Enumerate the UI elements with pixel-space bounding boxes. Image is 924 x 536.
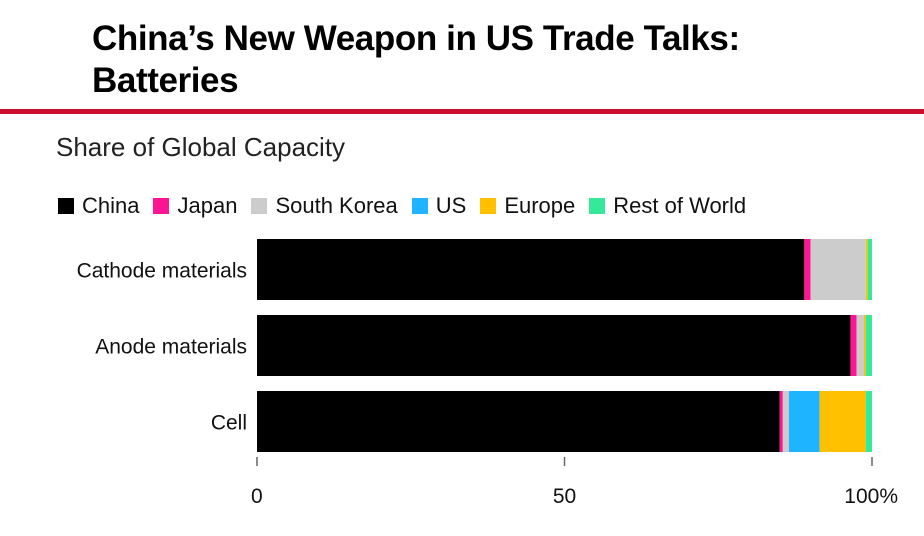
legend-label-japan: Japan	[177, 193, 238, 218]
title-divider	[0, 109, 924, 114]
category-label-cathode-materials: Cathode materials	[77, 260, 247, 283]
bar-anode-materials-rest-of-world	[865, 315, 872, 376]
x-tick-label-50: 50	[553, 485, 576, 508]
bar-cathode-materials-europe	[865, 239, 868, 300]
bar-cell-china	[257, 391, 780, 452]
legend-label-europe: Europe	[504, 193, 576, 218]
legend-swatch-china	[58, 198, 74, 214]
legend-item-us: US	[411, 192, 467, 220]
category-label-anode-materials: Anode materials	[95, 336, 247, 359]
bar-cell-japan	[779, 391, 783, 452]
bar-anode-materials-china	[257, 315, 851, 376]
legend-label-us: US	[435, 193, 467, 218]
legend-swatch-japan	[153, 198, 170, 214]
bar-anode-materials-japan	[850, 315, 857, 376]
x-tick-label-100: 100%	[844, 485, 898, 508]
bar-cathode-materials-rest-of-world	[867, 239, 872, 300]
legend-swatch-us	[411, 198, 428, 214]
legend-item-south-korea: South Korea	[251, 192, 398, 220]
legend-swatch-south-korea	[251, 198, 268, 214]
category-label-cell: Cell	[211, 412, 247, 435]
chart-legend: China Japan South Korea US Europe Rest o…	[58, 192, 760, 220]
legend-item-japan: Japan	[153, 192, 237, 220]
chart-subtitle: Share of Global Capacity	[56, 132, 346, 162]
legend-swatch-rest-of-world	[589, 198, 606, 214]
bar-cathode-materials-south-korea	[810, 239, 866, 300]
legend-item-china: China	[58, 192, 139, 220]
legend-item-rest-of-world: Rest of World	[589, 192, 746, 220]
bar-anode-materials-south-korea	[856, 315, 865, 376]
legend-label-china: China	[82, 193, 140, 218]
legend-swatch-europe	[480, 198, 497, 214]
bar-cell-us	[788, 391, 820, 452]
bar-cell-south-korea	[782, 391, 789, 452]
bar-cathode-materials-japan	[804, 239, 811, 300]
bar-cathode-materials-china	[257, 239, 805, 300]
x-tick-label-0: 0	[251, 485, 263, 508]
bar-cell-rest-of-world	[865, 391, 872, 452]
chart-title: China’s New Weapon in US Trade Talks: Ba…	[92, 19, 740, 100]
bar-anode-materials-europe	[864, 315, 866, 376]
legend-label-south-korea: South Korea	[275, 193, 398, 218]
bar-cell-europe	[819, 391, 866, 452]
legend-item-europe: Europe	[480, 192, 575, 220]
legend-label-rest-of-world: Rest of World	[613, 193, 747, 218]
